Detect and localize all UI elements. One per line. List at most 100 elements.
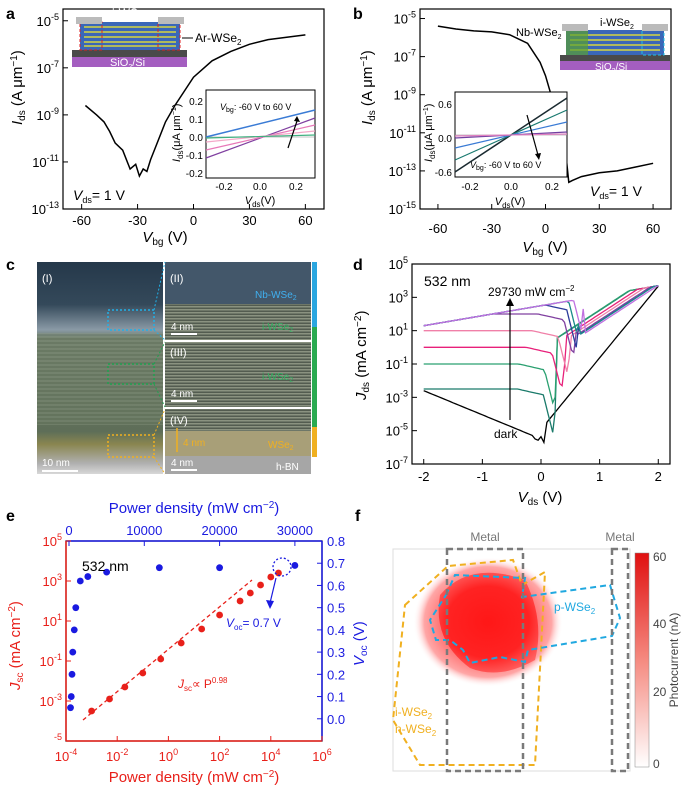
panel-e-jsc-point — [216, 611, 224, 619]
panel-d-curve-p3 — [423, 285, 659, 387]
panel-e-top-ticks: 0 10000 20000 30000 — [65, 523, 313, 546]
tem-label-iv: (IV) — [170, 415, 188, 427]
panel-b-x-ticks: -60 -30 0 30 60 — [429, 204, 660, 236]
panel-d-y-tick-label: 10-5 — [386, 422, 408, 439]
panel-a-inset-x-label: Vds(V) — [245, 195, 275, 209]
panel-e-jsc-point — [198, 625, 206, 633]
metal-left-label: Metal — [470, 530, 499, 544]
panel-b-inset-sweep: Vbg: -60 V to 60 V — [470, 160, 541, 172]
panel-e-top-tick-label: 30000 — [277, 523, 313, 538]
panel-e-voc-point — [67, 704, 74, 712]
panel-b-x-tick-label: 60 — [646, 221, 660, 236]
panel-e-left-ticks: 105 103 101 10-1 10-3 -5 — [40, 532, 71, 742]
panel-a-inset-x-ticks: -0.2 0.0 0.2 — [215, 182, 303, 193]
panel-d-x-axis-label: Vds (V) — [518, 489, 563, 508]
panel-d-dark-label: dark — [494, 427, 518, 441]
panel-b-inset-y-tick: -0.6 — [435, 168, 453, 179]
panel-e-jsc-point — [139, 669, 147, 677]
panel-b-y-tick-label: 10-9 — [394, 86, 416, 103]
panel-d-y-tick-label: 105 — [389, 255, 408, 272]
panel-c: c (I) (II) (III) (IV) Nb-WSe2 i-WSe2 i-W… — [6, 257, 317, 475]
panel-letter-d: d — [353, 257, 363, 274]
panel-e: e 105 103 101 10-1 10-3 -5 0.8 0.7 0.6 0.5 0.4 0.3… — [6, 500, 370, 786]
panel-e-jsc-point — [257, 581, 264, 589]
panel-e-left-tick-label: 105 — [43, 532, 62, 549]
panel-d-y-tick-label: 103 — [389, 288, 408, 305]
panel-e-bottom-tick-label: 102 — [210, 747, 229, 764]
panel-e-left-tick-label: 10-1 — [40, 652, 62, 669]
panel-e-right-tick-label: 0.1 — [327, 690, 345, 705]
photocurrent-colorbar-tick: 40 — [653, 617, 667, 631]
tem-label-ii: (II) — [170, 273, 183, 285]
panel-b-device-label-nb-wse2: Nb-WSe2 — [516, 27, 562, 41]
panel-d-curve-29730-mw-cm-2 — [423, 285, 659, 334]
panel-e-left-tick-label: 10-3 — [40, 692, 62, 709]
tem-scalebar-iii: 4 nm — [171, 389, 193, 400]
panel-a-y-axis-label: Ids (A μm−1) — [9, 50, 28, 125]
panel-e-jsc-point — [88, 707, 95, 715]
metal-right-label: Metal — [605, 530, 634, 544]
panel-e-voc-point — [69, 648, 77, 656]
panel-a-inset-x-tick: -0.2 — [215, 182, 233, 193]
panel-e-voc-annotation: Voc= 0.7 V — [226, 616, 281, 632]
panel-b-x-tick-label: -60 — [429, 221, 448, 236]
panel-e-bottom-tick-label: 10-4 — [55, 747, 77, 764]
panel-b-inset-y-tick: 0.0 — [438, 134, 452, 145]
tem-label-iii: (III) — [170, 347, 187, 359]
panel-e-top-tick-label: 10000 — [126, 523, 162, 538]
panel-b-inset-line-5 — [454, 133, 568, 137]
panel-a-inset-y-tick: 0.2 — [189, 97, 203, 108]
panel-a-y-tick-label: 10-11 — [32, 153, 59, 170]
panel-e-right-tick-label: 0.3 — [327, 645, 345, 660]
panel-e-right-ticks: 0.8 0.7 0.6 0.5 0.4 0.3 0.2 0.1 0.0 — [317, 534, 345, 727]
tem-scalebar-ii: 4 nm — [171, 322, 193, 333]
photocurrent-colorbar-tick: 0 — [653, 757, 660, 771]
panel-b-y-tick-label: 10-5 — [394, 10, 416, 27]
panel-b-y-tick-label: 10-11 — [389, 124, 416, 141]
panel-e-right-tick-label: 0.8 — [327, 534, 345, 549]
panel-a-x-tick-label: 30 — [242, 213, 256, 228]
panel-f: f Metal Metal p-WSe2 i-WSe2 n-WSe2 60 40 2… — [355, 508, 681, 773]
panel-e-right-tick-label: 0.7 — [327, 556, 345, 571]
panel-e-jsc-point — [275, 569, 282, 577]
panel-e-right-tick-label: 0.6 — [327, 578, 345, 593]
panel-a-inset-line-3 — [205, 124, 316, 151]
panel-b-x-tick-label: 30 — [592, 221, 606, 236]
panel-a-y-tick-label: 10-9 — [37, 106, 59, 123]
photocurrent-colorbar-label: Photocurrent (nA) — [667, 613, 681, 708]
panel-a: a 10-5 10-7 10-9 10-11 10-13 -60 -30 0 30 60 Ids… — [6, 6, 325, 248]
panel-a-inset-y-label: Ids(μA μm−1) — [171, 104, 185, 162]
panel-b-inset-x-label: Vds(V) — [495, 196, 525, 210]
panel-d-y-axis-label: Jds (mA cm−2) — [353, 311, 372, 401]
panel-b-device-label-iwse2: i-WSe2 — [600, 17, 634, 31]
panel-a-x-tick-label: -30 — [128, 213, 147, 228]
panel-a-inset-x-tick: 0.0 — [253, 182, 267, 193]
panel-d: d 105 103 101 10-1 10-3 10-5 10-7 -2 -1 0 1 2 532 … — [353, 255, 671, 508]
panel-e-right-tick-label: 0.2 — [327, 667, 345, 682]
panel-d-x-tick-label: 2 — [655, 469, 662, 484]
panel-d-curve-dark — [423, 285, 659, 445]
tem-layer-iwse2-b: i-WSe2 — [262, 372, 293, 384]
tem-layer-iwse2-a: i-WSe2 — [262, 322, 293, 334]
panel-e-voc-point — [291, 562, 299, 569]
panel-a-inset-sweep: Vbg: -60 V to 60 V — [220, 102, 291, 114]
panel-d-power-label: 29730 mW cm−2 — [488, 284, 575, 299]
panel-d-x-tick-label: -1 — [477, 469, 489, 484]
panel-b-y-tick-label: 10-13 — [389, 162, 416, 179]
panel-d-y-ticks: 105 103 101 10-1 10-3 10-5 10-7 — [386, 255, 417, 472]
panel-e-jsc-point — [267, 573, 275, 581]
panel-d-y-tick-label: 10-7 — [386, 455, 408, 472]
panel-e-bottom-tick-label: 10-2 — [106, 747, 128, 764]
photocurrent-colorbar-ticks: 60 40 20 0 — [653, 550, 667, 771]
panel-e-points — [67, 562, 299, 715]
tem-scalebar-main: 10 nm — [42, 458, 70, 469]
panel-e-jsc-point — [157, 655, 165, 663]
panel-b-y-ticks: 10-5 10-7 10-9 10-11 10-13 10-15 — [389, 10, 425, 217]
panel-a-device-label-iwse2: i-WSe2 — [112, 6, 150, 22]
panel-e-fit-line — [82, 579, 253, 721]
panel-b-inset: Vbg: -60 V to 60 V -0.2 0.0 0.2 0.6 0.0 -0.6… — [423, 91, 568, 210]
n-wse2-label: n-WSe2 — [395, 722, 437, 738]
panel-a-y-tick-label: 10-7 — [37, 59, 59, 76]
panel-d-x-tick-label: -2 — [418, 469, 430, 484]
